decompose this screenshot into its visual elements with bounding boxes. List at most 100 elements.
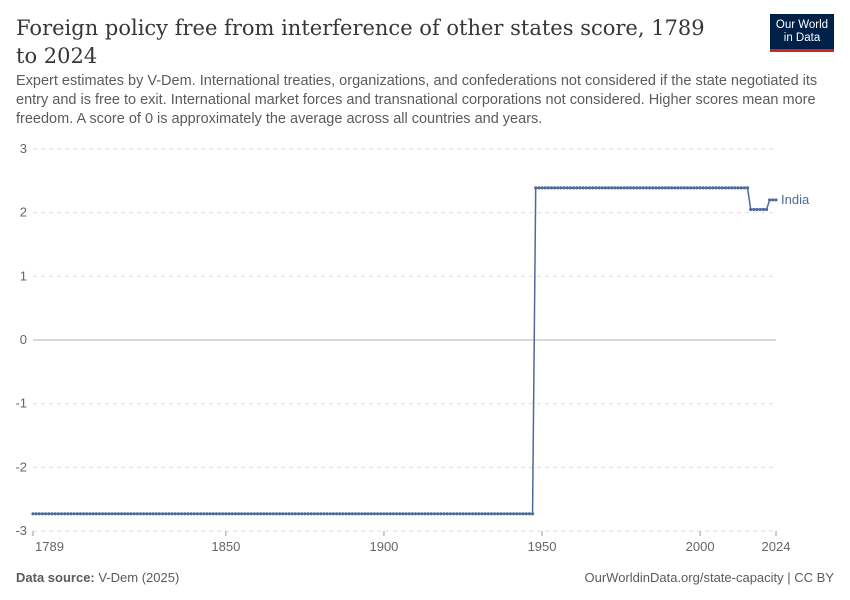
data-point (758, 207, 762, 212)
data-point (676, 186, 680, 190)
data-point (417, 512, 421, 516)
data-point (660, 186, 664, 190)
data-point (363, 512, 367, 516)
footer-license[interactable]: OurWorldinData.org/state-capacity | CC B… (584, 570, 834, 585)
data-point (66, 512, 70, 516)
data-point (189, 512, 193, 516)
data-point (40, 512, 45, 516)
data-point (296, 512, 301, 516)
data-point (673, 186, 677, 190)
source-label: Data source: (16, 570, 95, 585)
data-point (224, 512, 228, 516)
data-point (663, 186, 667, 190)
data-point (167, 512, 171, 516)
data-point (331, 512, 335, 516)
data-point (704, 186, 709, 190)
data-point (135, 512, 139, 516)
y-tick-label: 3 (20, 141, 27, 156)
data-point (180, 512, 184, 516)
data-point (372, 512, 377, 516)
data-point (559, 186, 563, 190)
data-point (347, 512, 351, 516)
data-point (88, 512, 92, 516)
data-point (496, 512, 500, 516)
data-point (281, 512, 285, 516)
data-point (603, 186, 607, 190)
data-point (483, 512, 487, 516)
data-point (388, 512, 392, 516)
data-point (578, 186, 582, 190)
data-point (670, 186, 674, 190)
data-point (176, 512, 181, 516)
data-point (549, 186, 554, 190)
data-point (638, 186, 642, 190)
data-point (75, 512, 79, 516)
data-point (505, 512, 509, 516)
data-point (600, 186, 604, 190)
data-point (161, 512, 165, 516)
data-point (126, 512, 130, 516)
data-point (236, 512, 241, 516)
data-point (429, 512, 433, 516)
data-point (379, 512, 383, 516)
data-point (499, 512, 503, 516)
x-tick-label: 1950 (528, 539, 557, 554)
data-point (192, 512, 196, 516)
data-point (480, 512, 484, 516)
data-point (129, 512, 133, 516)
data-point (202, 512, 206, 516)
data-point (568, 186, 573, 190)
data-point (609, 186, 614, 190)
data-point (94, 512, 98, 516)
data-point (537, 186, 541, 190)
data-point (625, 186, 630, 190)
data-point (278, 512, 282, 516)
data-point (198, 512, 203, 516)
data-point (413, 512, 418, 516)
data-point (312, 512, 316, 516)
data-point (511, 512, 516, 516)
data-point (714, 186, 718, 190)
data-point (265, 512, 269, 516)
chart-title: Foreign policy free from interference of… (16, 16, 705, 68)
owid-logo[interactable]: Our World in Data (770, 14, 834, 52)
data-point (214, 512, 218, 516)
data-point (407, 512, 411, 516)
data-point (711, 186, 715, 190)
data-point (173, 512, 177, 516)
data-point (635, 186, 639, 190)
x-tick-label: 1789 (35, 539, 64, 554)
x-tick-label: 1900 (369, 539, 398, 554)
data-point (619, 186, 623, 190)
data-point (259, 512, 263, 516)
data-point (489, 512, 494, 516)
data-point (341, 512, 345, 516)
data-point (613, 186, 617, 190)
data-point (170, 512, 174, 516)
data-point (530, 512, 535, 516)
data-point (31, 512, 35, 516)
data-point (644, 186, 648, 190)
data-point (369, 512, 373, 516)
data-point (47, 512, 51, 516)
data-point (145, 512, 149, 516)
data-point (581, 186, 585, 190)
source-link[interactable]: V-Dem (2025) (98, 570, 180, 585)
data-point (217, 512, 222, 516)
data-point (56, 512, 60, 516)
data-point (524, 512, 528, 516)
data-point (768, 198, 772, 202)
data-point (726, 186, 731, 190)
data-point (470, 512, 475, 516)
data-point (53, 512, 57, 516)
data-point (540, 186, 544, 190)
data-point (745, 186, 750, 190)
data-point (287, 512, 291, 516)
data-point (357, 512, 361, 516)
data-point (486, 512, 490, 516)
data-point (382, 512, 386, 516)
data-point (293, 512, 298, 516)
data-point (319, 512, 323, 516)
data-point (616, 186, 620, 190)
logo-line-2: in Data (783, 32, 821, 44)
